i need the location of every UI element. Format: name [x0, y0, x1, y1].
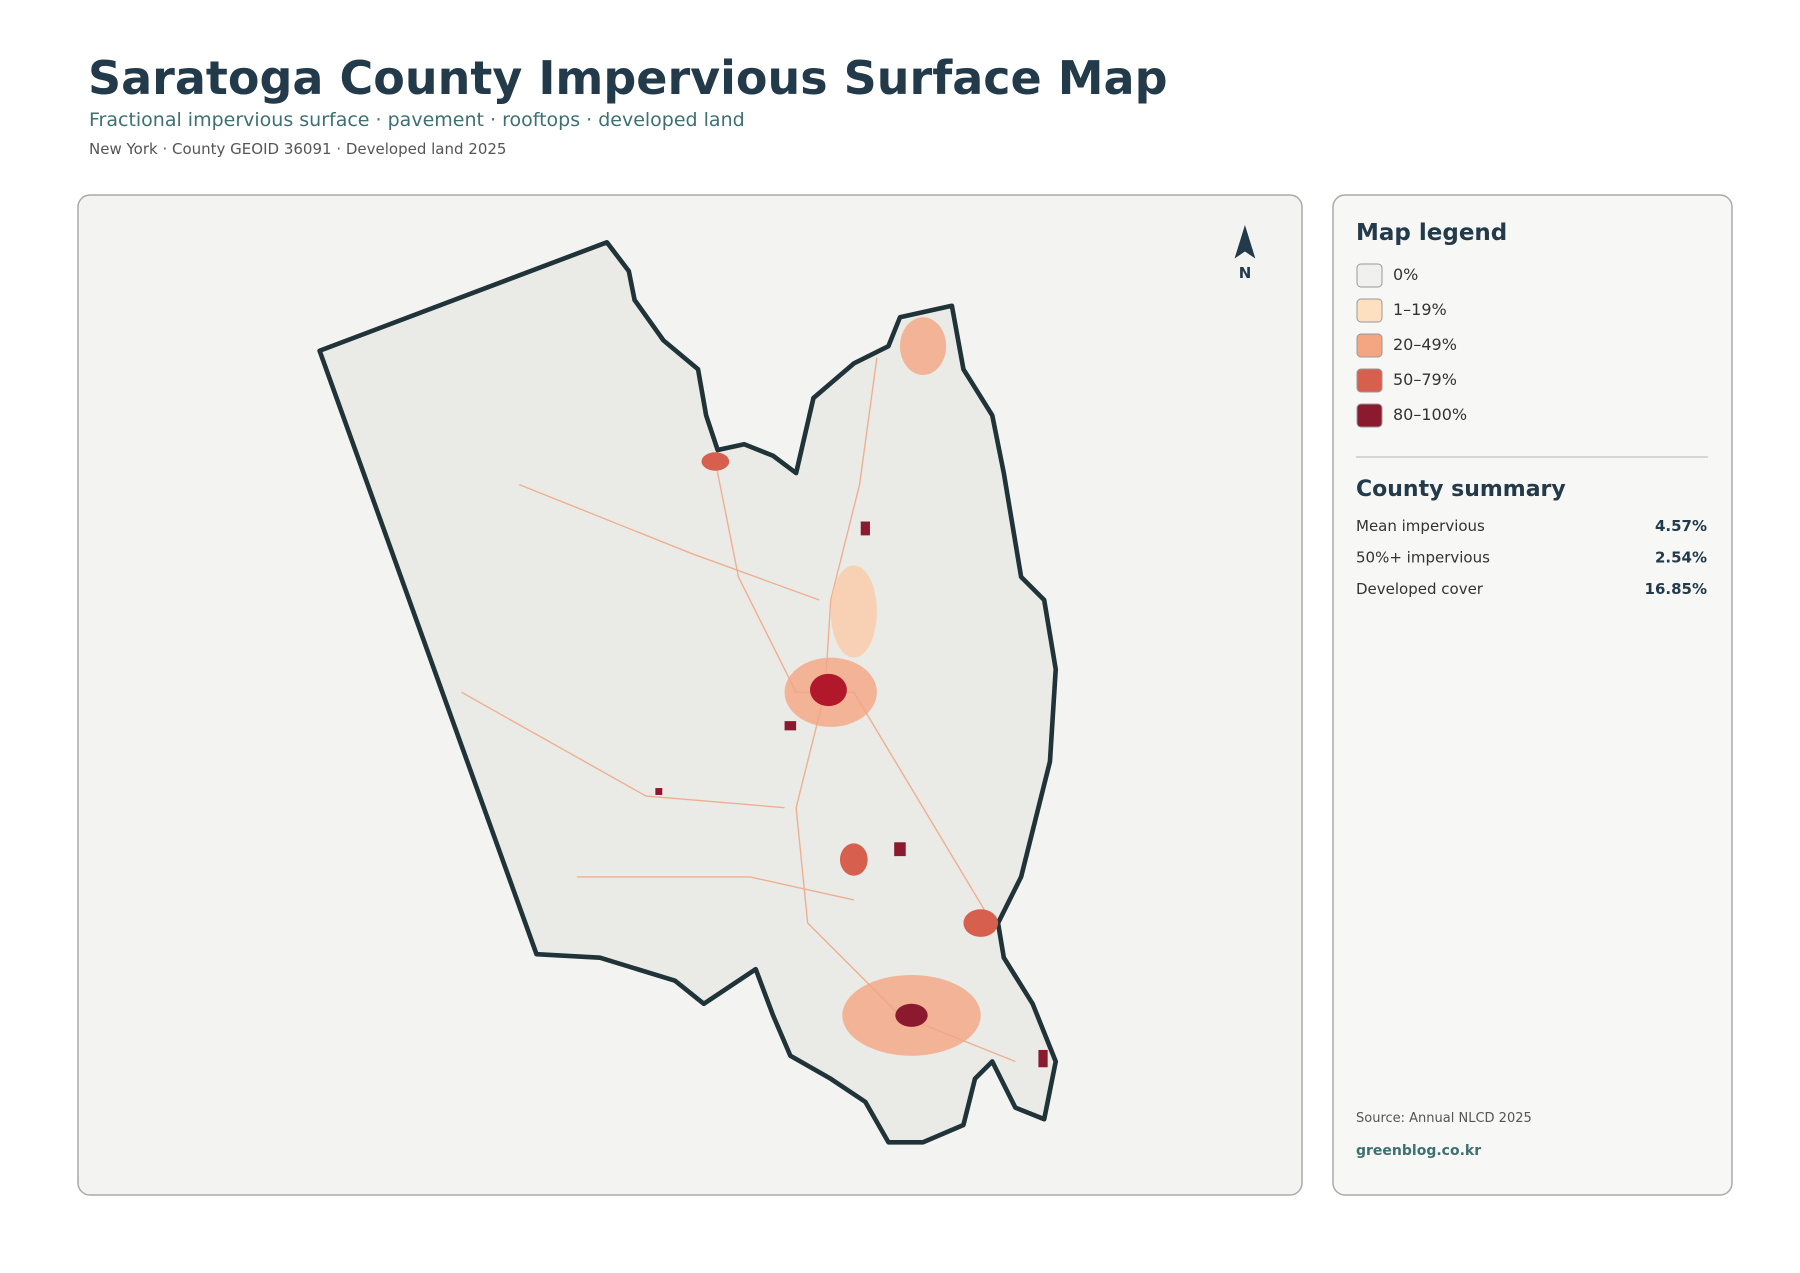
legend-swatch	[1356, 298, 1383, 323]
side-panel	[1332, 194, 1733, 1196]
legend-swatch	[1356, 333, 1383, 358]
summary-value: 2.54%	[1655, 549, 1707, 567]
county-outline	[317, 239, 1059, 1145]
legend-title: Map legend	[1356, 220, 1507, 246]
meta: New York · County GEOID 36091 · Develope…	[89, 140, 506, 158]
summary-label: 50%+ impervious	[1356, 549, 1490, 567]
source: Source: Annual NLCD 2025	[1356, 1111, 1532, 1126]
summary-label: Developed cover	[1356, 580, 1484, 598]
north-arrow	[1234, 224, 1256, 259]
legend-label: 1–19%	[1393, 300, 1447, 319]
legend-label: 80–100%	[1393, 405, 1467, 424]
legend-label: 0%	[1393, 265, 1418, 284]
summary: Mean impervious 4.57% 50%+ impervious 2.54%…	[1356, 517, 1707, 598]
north-label: N	[1239, 264, 1252, 282]
title: Saratoga County Impervious Surface Map	[88, 51, 1168, 105]
summary-title: County summary	[1356, 477, 1566, 502]
legend: 0% 1–19% 20–49% 50–79% 80–100%	[1356, 263, 1467, 428]
summary-label: Mean impervious	[1356, 517, 1485, 535]
subtitle: Fractional impervious surface · pavement…	[89, 109, 745, 131]
legend-swatch	[1356, 403, 1383, 428]
summary-value: 4.57%	[1655, 517, 1707, 535]
urban-areas	[655, 317, 1048, 1068]
legend-label: 20–49%	[1393, 335, 1457, 354]
legend-swatch	[1356, 263, 1383, 288]
legend-label: 50–79%	[1393, 370, 1457, 389]
site: greenblog.co.kr	[1356, 1143, 1481, 1159]
map	[317, 224, 1256, 1145]
summary-value: 16.85%	[1645, 580, 1707, 598]
legend-swatch	[1356, 368, 1383, 393]
